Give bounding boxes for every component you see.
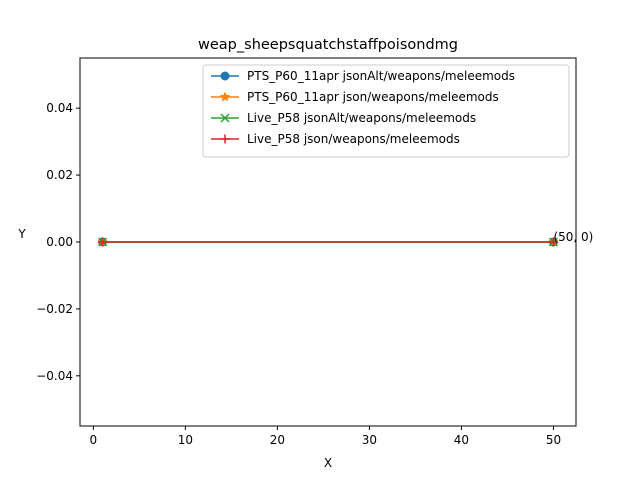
legend-label: PTS_P60_11apr jsonAlt/weapons/meleemods — [247, 69, 515, 83]
x-tick-label: 0 — [90, 433, 98, 447]
y-tick-label: −0.04 — [36, 369, 73, 383]
legend-label: Live_P58 json/weapons/meleemods — [247, 132, 460, 146]
legend-item: PTS_P60_11apr json/weapons/meleemods — [211, 90, 499, 104]
x-tick-label: 30 — [362, 433, 377, 447]
legend-marker-shape — [220, 113, 230, 123]
legend-marker-shape — [220, 71, 230, 81]
legend-item: PTS_P60_11apr jsonAlt/weapons/meleemods — [211, 69, 515, 83]
legend-label: Live_P58 jsonAlt/weapons/meleemods — [247, 111, 476, 125]
legend-marker-shape — [219, 91, 231, 102]
legend: PTS_P60_11apr jsonAlt/weapons/meleemods P… — [202, 64, 570, 158]
legend-box — [202, 64, 570, 158]
plot-area: 0 10 20 30 40 50 −0.04 −0.02 0.00 0.02 0.04 (50, 0)… — [36, 57, 593, 447]
data-annotation: (50, 0) — [553, 230, 593, 244]
y-tick-label: 0.04 — [46, 101, 73, 115]
series-3 — [98, 237, 558, 247]
y-tick-label: −0.02 — [36, 302, 73, 316]
x-axis-label: X — [324, 456, 332, 470]
legend-marker — [220, 113, 230, 123]
legend-marker — [220, 71, 230, 81]
x-tick-label: 10 — [178, 433, 193, 447]
legend-item: Live_P58 jsonAlt/weapons/meleemods — [211, 111, 476, 125]
legend-label: PTS_P60_11apr json/weapons/meleemods — [247, 90, 499, 104]
chart-title: weap_sheepsquatchstaffpoisondmg — [198, 37, 458, 53]
data-point — [98, 237, 108, 247]
y-tick-label: 0.00 — [46, 235, 73, 249]
x-tick-label: 50 — [546, 433, 561, 447]
y-axis-label: Y — [17, 227, 26, 241]
x-tick-label: 40 — [454, 433, 469, 447]
legend-item: Live_P58 json/weapons/meleemods — [211, 132, 460, 146]
legend-marker — [219, 91, 231, 102]
x-tick-label: 20 — [270, 433, 285, 447]
y-tick-label: 0.02 — [46, 168, 73, 182]
legend-marker — [220, 134, 230, 144]
data-point — [548, 237, 558, 247]
